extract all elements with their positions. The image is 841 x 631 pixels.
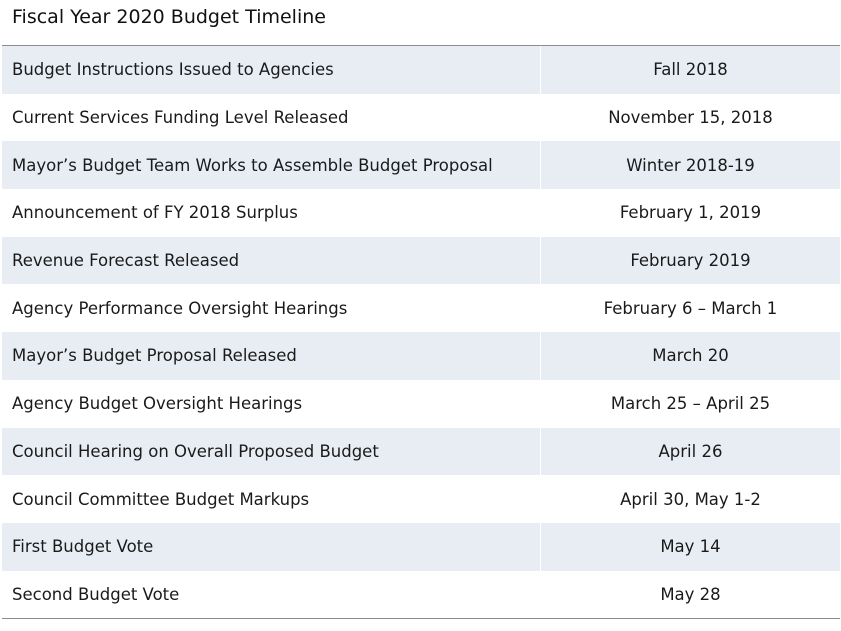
table-row: Mayor’s Budget Team Works to Assemble Bu… bbox=[2, 141, 840, 190]
date-cell: April 30, May 1-2 bbox=[620, 489, 761, 509]
table-row: Council Hearing on Overall Proposed Budg… bbox=[2, 427, 840, 476]
table-row: Budget Instructions Issued to Agencies F… bbox=[2, 46, 840, 94]
date-cell: February 1, 2019 bbox=[619, 203, 762, 223]
timeline-table: Budget Instructions Issued to Agencies F… bbox=[2, 45, 840, 620]
event-cell: Second Budget Vote bbox=[2, 570, 541, 619]
page-title: Fiscal Year 2020 Budget Timeline bbox=[12, 6, 326, 28]
event-cell: Agency Performance Oversight Hearings bbox=[2, 284, 541, 333]
table-row: Current Services Funding Level Released … bbox=[2, 93, 840, 142]
date-cell: May 28 bbox=[660, 584, 721, 604]
date-cell: March 20 bbox=[652, 346, 729, 366]
date-cell: April 26 bbox=[658, 441, 723, 461]
event-cell: Budget Instructions Issued to Agencies bbox=[2, 46, 541, 94]
date-cell: February 6 – March 1 bbox=[603, 298, 778, 318]
table-row: Mayor’s Budget Proposal Released March 2… bbox=[2, 332, 840, 380]
event-cell: Council Hearing on Overall Proposed Budg… bbox=[2, 427, 541, 476]
event-cell: Council Committee Budget Markups bbox=[2, 475, 541, 523]
table-row: First Budget Vote May 14 bbox=[2, 522, 840, 571]
table-row: Second Budget Vote May 28 bbox=[2, 570, 840, 619]
date-cell: Fall 2018 bbox=[653, 60, 728, 80]
table-row: Council Committee Budget Markups April 3… bbox=[2, 475, 840, 523]
table-row: Announcement of FY 2018 Surplus February… bbox=[2, 189, 840, 237]
table-row: Agency Budget Oversight Hearings March 2… bbox=[2, 379, 840, 428]
event-cell: Current Services Funding Level Released bbox=[2, 93, 541, 142]
table-row: Revenue Forecast Released February 2019 bbox=[2, 236, 840, 285]
event-cell: First Budget Vote bbox=[2, 522, 541, 571]
date-cell: November 15, 2018 bbox=[608, 108, 773, 128]
date-cell: March 25 – April 25 bbox=[610, 394, 771, 414]
date-cell: Winter 2018-19 bbox=[626, 155, 755, 175]
event-cell: Mayor’s Budget Team Works to Assemble Bu… bbox=[2, 141, 541, 190]
event-cell: Revenue Forecast Released bbox=[2, 236, 541, 285]
table-row: Agency Performance Oversight Hearings Fe… bbox=[2, 284, 840, 333]
event-cell: Announcement of FY 2018 Surplus bbox=[2, 189, 541, 237]
date-cell: February 2019 bbox=[630, 251, 751, 271]
event-cell: Mayor’s Budget Proposal Released bbox=[2, 332, 541, 380]
event-cell: Agency Budget Oversight Hearings bbox=[2, 379, 541, 428]
date-cell: May 14 bbox=[660, 537, 721, 557]
